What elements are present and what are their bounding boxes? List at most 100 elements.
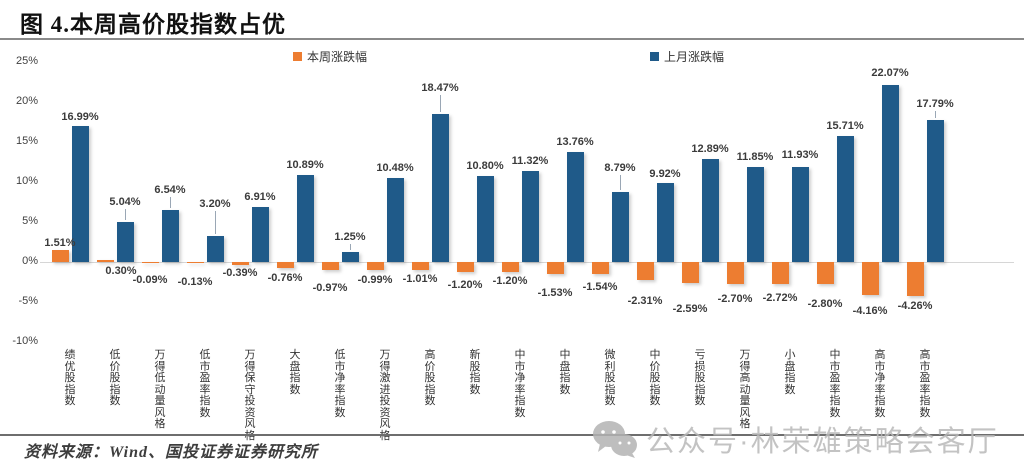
category-label: 中 价 股 指 数 <box>649 349 661 407</box>
bar-week <box>366 262 384 270</box>
bar-label-month: 10.48% <box>376 162 414 175</box>
watermark: 公众号·林荣雄策略会客厅 <box>592 418 999 460</box>
bar-month <box>881 85 899 262</box>
bar-label-month: 17.79% <box>916 97 954 110</box>
category-label: 低 价 股 指 数 <box>109 349 121 407</box>
bar-week <box>816 262 834 285</box>
bar-week <box>636 262 654 281</box>
bar-label-month: 1.25% <box>334 231 366 243</box>
category-label: 中 市 盈 率 指 数 <box>829 349 841 419</box>
category-label: 亏 损 股 指 数 <box>694 349 706 407</box>
bar-week <box>186 262 204 264</box>
watermark-text: 公众号·林荣雄策略会客厅 <box>646 426 999 458</box>
category-label: 低 市 盈 率 指 数 <box>199 349 211 419</box>
title-divider <box>0 38 1024 40</box>
week-legend-label: 本周涨跌幅 <box>307 50 368 64</box>
bar-week <box>591 262 609 275</box>
leader-line <box>440 95 441 113</box>
bar-month <box>476 175 494 262</box>
bar-label-month: 11.85% <box>736 151 774 164</box>
bar-week <box>906 262 924 297</box>
bar-week <box>501 262 519 272</box>
bar-week <box>96 259 114 262</box>
bar-week <box>546 262 564 275</box>
category-label: 中 市 净 率 指 数 <box>514 349 526 419</box>
category-label: 大 盘 指 数 <box>289 349 301 396</box>
bar-label-month: 6.54% <box>154 183 186 196</box>
bar-label-month: 13.76% <box>556 135 594 148</box>
bar-week <box>456 262 474 272</box>
category-label: 万 得 高 动 量 风 格 <box>739 349 751 430</box>
y-tick-label: 15% <box>15 135 38 147</box>
bar-label-month: 22.07% <box>871 67 909 80</box>
figure-title: 图 4.本周高价股指数占优 <box>20 12 286 37</box>
bar-label-month: 8.79% <box>604 161 636 174</box>
leader-line <box>170 196 171 208</box>
bar-month <box>116 221 134 262</box>
bar-label-week: -2.31% <box>627 295 663 308</box>
y-tick-label: 10% <box>15 175 38 187</box>
leader-line <box>125 208 126 220</box>
y-tick-label: -10% <box>12 335 38 347</box>
bar-month <box>251 206 269 262</box>
bar-label-week: -0.09% <box>132 273 168 286</box>
bar-label-month: 11.32% <box>511 155 549 168</box>
bar-label-month: 16.99% <box>61 111 99 124</box>
bar-week <box>411 262 429 271</box>
bar-label-week: -1.01% <box>402 273 438 286</box>
wechat-icon <box>593 421 637 458</box>
category-label: 万 得 保 守 投 资 风 格 <box>244 349 256 441</box>
bar-label-week: -1.20% <box>492 274 528 287</box>
source-note: 资料来源：Wind、国投证券证券研究所 <box>24 444 318 461</box>
bar-label-month: 10.80% <box>466 159 504 172</box>
bar-label-week: -2.80% <box>807 298 843 311</box>
bar-month <box>926 119 944 262</box>
bar-label-month: 5.04% <box>109 195 141 208</box>
category-label: 高 价 股 指 数 <box>424 349 436 407</box>
category-label: 绩 优 股 指 数 <box>64 349 76 407</box>
bar-month <box>386 178 404 262</box>
bar-label-month: 15.71% <box>826 120 864 133</box>
category-label: 中 盘 指 数 <box>559 349 571 396</box>
bar-week <box>141 262 159 263</box>
legend-item-week: 本周涨跌幅 <box>293 48 367 65</box>
bar-month <box>71 126 89 262</box>
bar-label-week: -0.76% <box>267 272 303 285</box>
y-tick-label: 5% <box>22 215 38 227</box>
bar-label-month: 6.91% <box>244 190 276 203</box>
bar-label-month: 12.89% <box>691 142 729 155</box>
bar-label-week: 0.30% <box>105 265 137 277</box>
bar-month <box>206 236 224 262</box>
category-label: 高 市 盈 率 指 数 <box>919 349 931 419</box>
footer-divider <box>0 434 1024 436</box>
bar-month <box>431 114 449 262</box>
bar-month <box>566 151 584 262</box>
leader-line <box>935 110 936 118</box>
category-label: 万 得 低 动 量 风 格 <box>154 349 166 430</box>
bar-label-month: 3.20% <box>199 198 231 211</box>
bar-week <box>51 249 69 262</box>
category-label: 高 市 净 率 指 数 <box>874 349 886 419</box>
bar-week <box>726 262 744 284</box>
y-tick-label: 25% <box>15 55 38 67</box>
category-label: 微 利 股 指 数 <box>604 349 616 407</box>
y-tick-label: 20% <box>15 95 38 107</box>
bar-week <box>771 262 789 284</box>
category-label: 低 市 净 率 指 数 <box>334 349 346 419</box>
bar-week <box>276 262 294 269</box>
bar-label-month: 9.92% <box>649 167 681 180</box>
leader-line <box>350 244 351 250</box>
category-label: 万 得 激 进 投 资 风 格 <box>379 349 391 441</box>
bar-label-week: -4.16% <box>852 305 888 318</box>
bar-label-week: -0.13% <box>177 276 213 289</box>
bar-month <box>521 171 539 262</box>
bar-week <box>231 262 249 266</box>
bar-label-week: -2.72% <box>762 291 798 304</box>
bar-month <box>296 174 314 262</box>
bar-label-week: -1.54% <box>582 281 618 294</box>
bar-label-week: -1.53% <box>537 287 573 300</box>
bar-week <box>321 262 339 270</box>
bar-label-week: 1.51% <box>44 236 76 249</box>
